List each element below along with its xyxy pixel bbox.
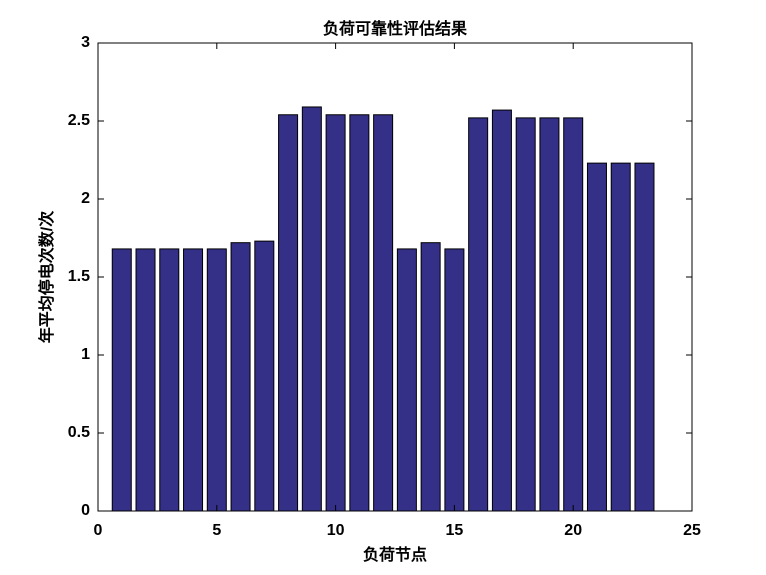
y-tick-label: 1 xyxy=(81,346,90,363)
x-tick-label: 25 xyxy=(683,522,701,539)
bar xyxy=(254,240,275,512)
bar xyxy=(444,248,465,512)
bar xyxy=(206,248,227,512)
bar xyxy=(586,162,607,512)
y-tick-label: 2 xyxy=(81,190,90,207)
y-tick-label: 0.5 xyxy=(68,424,90,441)
y-axis-label: 年平均停电次数/次 xyxy=(37,211,56,343)
bar xyxy=(396,248,417,512)
y-tick-label: 3 xyxy=(81,34,90,51)
y-tick-label: 0 xyxy=(81,502,90,519)
bar xyxy=(420,242,441,512)
x-axis-label: 负荷节点 xyxy=(363,545,427,564)
bar xyxy=(349,114,370,512)
x-tick-label: 5 xyxy=(212,522,221,539)
bar xyxy=(230,242,251,512)
bar xyxy=(278,114,299,512)
bar xyxy=(563,117,584,512)
bar xyxy=(159,248,180,512)
bar xyxy=(468,117,489,512)
bar xyxy=(183,248,204,512)
bar xyxy=(301,106,322,512)
x-tick-label: 15 xyxy=(446,522,464,539)
y-tick-label: 1.5 xyxy=(68,268,90,285)
bar xyxy=(610,162,631,512)
bar xyxy=(111,248,132,512)
bar xyxy=(135,248,156,512)
bar xyxy=(325,114,346,512)
x-tick-label: 10 xyxy=(327,522,345,539)
bar xyxy=(491,109,512,512)
x-tick-label: 20 xyxy=(564,522,582,539)
x-tick-label: 0 xyxy=(94,522,103,539)
bar xyxy=(634,162,655,512)
y-tick-label: 2.5 xyxy=(68,112,90,129)
bar xyxy=(373,114,394,512)
chart-title: 负荷可靠性评估结果 xyxy=(323,19,467,38)
bar xyxy=(515,117,536,512)
bar xyxy=(539,117,560,512)
